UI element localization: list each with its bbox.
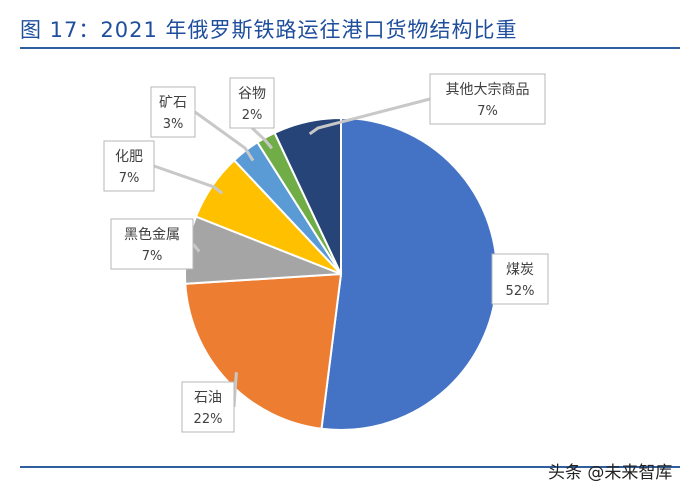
percent-label: 7% [119,171,140,186]
data-label-box [181,381,235,433]
data-label-4: 矿石 3% [150,86,196,138]
pie-slice-0 [320,116,498,431]
category-label: 黑色金属 [124,226,180,243]
pie-slice-1 [184,272,343,430]
leader-line-3 [153,164,224,195]
category-label: 谷物 [238,86,266,102]
top-divider [20,47,680,49]
category-label: 矿石 [159,95,187,111]
bottom-divider [20,466,680,468]
data-label-2: 黑色金属 7% [110,218,194,270]
percent-label: 52% [506,284,535,299]
data-label-box [110,218,194,270]
percent-label: 3% [163,117,184,132]
figure-title: 图 17：2021 年俄罗斯铁路运往港口货物结构比重 [20,18,518,42]
data-label-box [429,73,546,125]
data-label-3: 化肥 7% [103,140,155,192]
category-label: 其他大宗商品 [446,82,530,98]
pie-slice-6 [273,116,342,275]
leader-line-2 [191,243,201,253]
data-label-6: 其他大宗商品 7% [429,73,546,125]
category-label: 煤炭 [506,262,534,278]
watermark: 头条 @未来智库 [548,463,673,483]
percent-label: 22% [194,412,223,427]
percent-label: 7% [142,249,163,264]
data-label-box [491,253,549,305]
category-label: 石油 [194,390,222,406]
leader-line-4 [194,110,255,162]
data-label-1: 石油 22% [181,381,235,433]
leader-line-6 [308,97,431,136]
category-label: 化肥 [115,149,143,165]
data-label-5: 谷物 2% [229,77,275,129]
data-label-box [150,86,196,138]
data-label-box [229,77,275,129]
percent-label: 7% [477,104,498,119]
percent-label: 2% [242,108,263,123]
data-label-box [103,140,155,192]
data-label-0: 煤炭 52% [491,253,549,305]
leader-line-5 [250,126,274,150]
